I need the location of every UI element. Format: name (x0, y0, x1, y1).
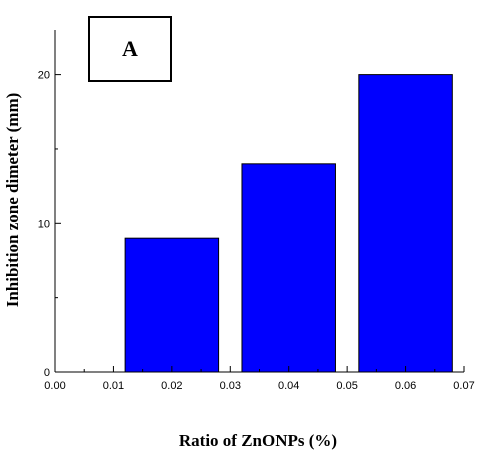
bar-1 (124, 237, 220, 373)
x-ticks-group: 0.00 0.01 0.02 0.03 0.04 0.05 0.06 0.07 (44, 366, 475, 392)
x-tick-label: 0.00 (44, 380, 65, 392)
bar-2 (241, 163, 336, 373)
y-axis-title: Inhibition zone dimeter (mm) (3, 93, 22, 308)
x-tick-label: 0.06 (395, 380, 416, 392)
y-tick-label: 20 (38, 70, 50, 82)
x-tick-label: 0.02 (161, 380, 182, 392)
x-tick-label: 0.05 (336, 380, 357, 392)
x-tick-label: 0.01 (103, 380, 124, 392)
bar-3 (358, 74, 453, 373)
y-tick-label: 0 (44, 367, 50, 379)
x-tick-label: 0.07 (453, 380, 474, 392)
y-ticks-group: 0 10 20 (38, 70, 61, 379)
x-tick-label: 0.04 (278, 380, 299, 392)
x-axis-title: Ratio of ZnONPs (%) (179, 431, 337, 450)
panel-label-box: A (88, 16, 172, 82)
y-tick-label: 10 (38, 218, 50, 230)
bars-group (124, 74, 453, 373)
panel-label: A (122, 36, 138, 61)
x-tick-label: 0.03 (220, 380, 241, 392)
